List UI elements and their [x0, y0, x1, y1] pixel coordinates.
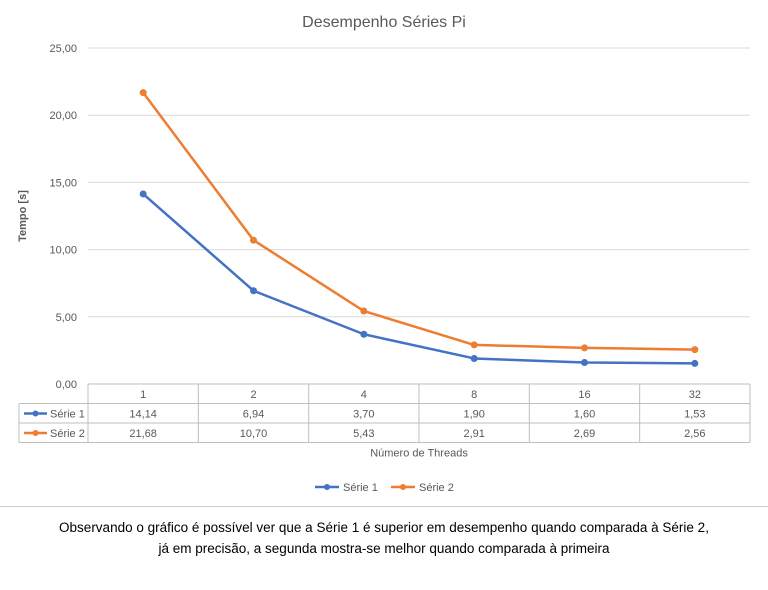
data-point [250, 287, 257, 295]
data-point [581, 344, 588, 352]
x-tick-label: 1 [140, 389, 146, 401]
data-point [470, 341, 478, 349]
legend-label-2: Série 2 [419, 482, 454, 494]
series-line-2 [141, 91, 697, 351]
data-label: 10,70 [240, 428, 268, 440]
y-tick-label: 20,00 [49, 110, 77, 122]
table-series-name: Série 1 [50, 409, 85, 421]
data-label: 2,56 [684, 428, 705, 440]
table-legend-marker [32, 410, 39, 417]
data-label: 21,68 [129, 428, 157, 440]
data-point [470, 354, 478, 362]
data-label: 5,43 [353, 428, 374, 440]
divider [0, 506, 768, 507]
data-label: 1,60 [574, 409, 595, 421]
data-point [691, 346, 699, 354]
data-point [360, 307, 368, 315]
chart: Desempenho Séries Pi 0,00 5,00 10,00 15,00 20… [17, 14, 751, 494]
caption-line-2: já em precisão, a segunda mostra-se melh… [158, 541, 610, 556]
data-point [360, 330, 368, 338]
table-legend-marker [32, 430, 39, 436]
data-label: 3,70 [353, 409, 374, 421]
data-label: 2,69 [574, 428, 595, 440]
line-chart-svg: Desempenho Séries Pi 0,00 5,00 10,00 15,00 20… [17, 14, 751, 494]
y-tick-label: 15,00 [49, 177, 77, 189]
x-tick-label: 32 [689, 389, 701, 401]
y-tick-label: 0,00 [56, 379, 77, 391]
y-axis-label: Tempo [s] [17, 190, 29, 242]
data-point [691, 359, 699, 367]
y-tick-label: 25,00 [49, 43, 77, 55]
x-tick-label: 8 [471, 389, 477, 401]
x-axis-label: Número de Threads [370, 448, 468, 460]
series-line-1 [141, 192, 697, 365]
x-tick-label: 4 [361, 389, 367, 401]
legend-marker-2 [400, 484, 406, 490]
caption-line-1: Observando o gráfico é possível ver que … [59, 520, 709, 535]
legend-label-1: Série 1 [343, 482, 378, 494]
y-tick-label: 10,00 [49, 245, 77, 257]
data-point [250, 236, 257, 244]
chart-title: Desempenho Séries Pi [302, 14, 466, 31]
data-point [139, 190, 147, 198]
data-point [581, 358, 588, 366]
data-label: 1,53 [684, 409, 705, 421]
legend-marker-1 [324, 484, 330, 490]
x-tick-label: 16 [578, 389, 590, 401]
x-tick-label: 2 [250, 389, 256, 401]
data-label: 2,91 [463, 428, 484, 440]
table-series-name: Série 2 [50, 428, 85, 440]
data-point [139, 89, 147, 97]
y-tick-label: 5,00 [56, 312, 77, 324]
data-label: 6,94 [243, 409, 264, 421]
data-label: 14,14 [129, 409, 157, 421]
data-label: 1,90 [463, 409, 484, 421]
caption: Observando o gráfico é possível ver que … [0, 517, 768, 559]
